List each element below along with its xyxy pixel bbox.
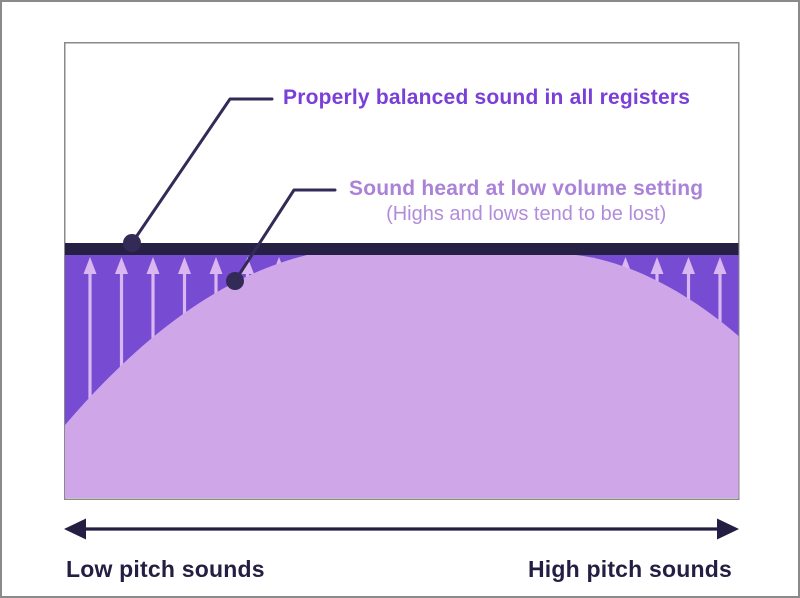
low-volume-curve (65, 255, 739, 498)
leader-line-balanced (130, 97, 274, 245)
low-volume-label: Sound heard at low volume setting (Highs… (349, 177, 703, 226)
axis-label-high-pitch: High pitch sounds (528, 556, 732, 582)
low-volume-label-sub: (Highs and lows tend to be lost) (386, 203, 667, 225)
axis-label-low-pitch: Low pitch sounds (66, 556, 265, 582)
balanced-label: Properly balanced sound in all registers (283, 86, 691, 109)
leader-dot-balanced (123, 234, 141, 252)
balanced-level-bar (65, 243, 739, 255)
low-volume-label-main: Sound heard at low volume setting (349, 177, 704, 200)
leader-dot-low-volume (226, 272, 244, 290)
leader-line-low-volume (233, 188, 337, 283)
pitch-axis-arrow-icon (64, 518, 739, 540)
